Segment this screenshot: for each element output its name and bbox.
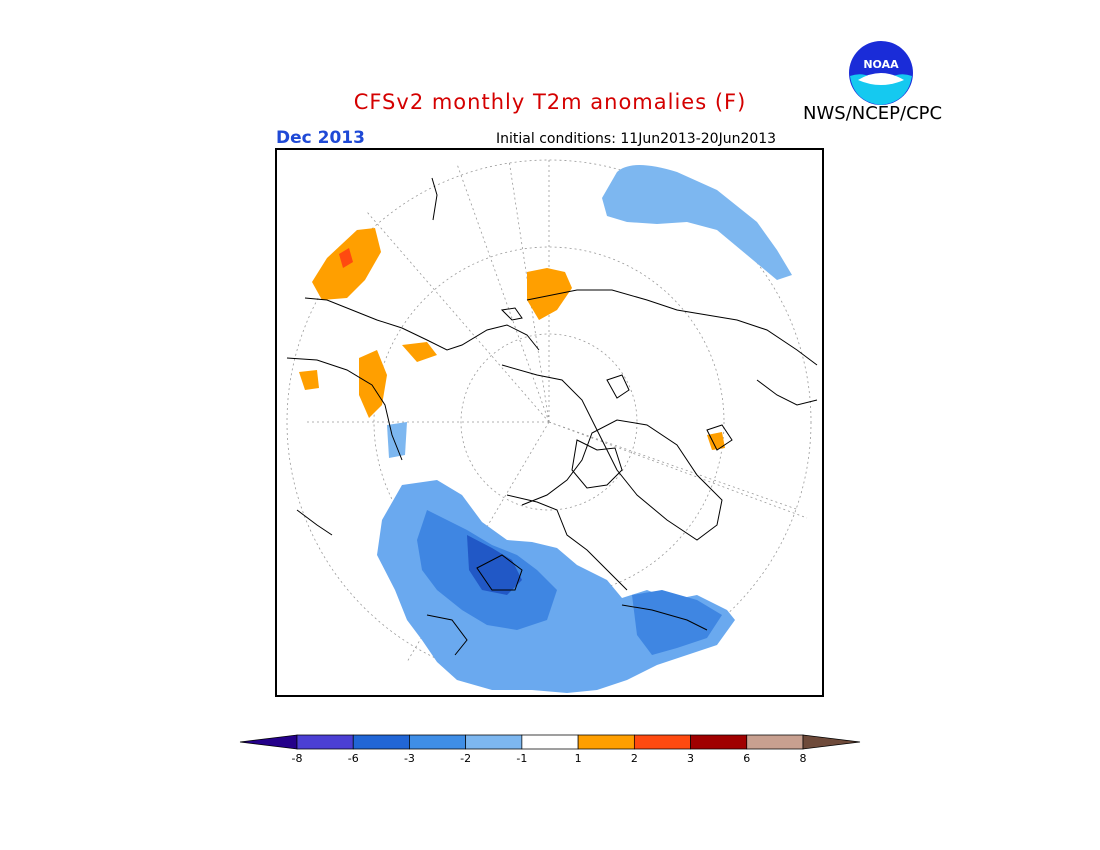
- forecast-month-label: Dec 2013: [276, 128, 365, 148]
- colorbar-bin: [746, 734, 804, 750]
- colorbar-tick-label: 6: [743, 752, 750, 765]
- logo-text: NOAA: [863, 58, 899, 71]
- cold-anomaly-greenland-east: [632, 590, 722, 655]
- colorbar-bin: [521, 734, 579, 750]
- colorbar-tick-label: -3: [404, 752, 415, 765]
- colorbar-bin: [633, 734, 691, 750]
- map-title: CFSv2 monthly T2m anomalies (F): [353, 90, 747, 114]
- colorbar-bin: [465, 734, 523, 750]
- warm-anomaly-small-1: [402, 342, 437, 362]
- colorbar-bin: [802, 734, 861, 750]
- colorbar-bin: [409, 734, 467, 750]
- warm-anomaly-small-3: [707, 432, 725, 450]
- colorbar-tick-label: 2: [631, 752, 638, 765]
- colorbar-bin: [352, 734, 410, 750]
- cold-anomaly-strong: [467, 535, 522, 595]
- cold-anomaly-siberia: [602, 165, 792, 280]
- colorbar-tick-label: 1: [575, 752, 582, 765]
- colorbar-bin: [296, 734, 354, 750]
- coastlines: [286, 177, 818, 656]
- colorbar-tick-label: -8: [292, 752, 303, 765]
- warm-anomaly-scandinavia: [527, 268, 572, 320]
- colorbar-tick-label: 3: [687, 752, 694, 765]
- colorbar-tick-label: -1: [516, 752, 527, 765]
- colorbar-tick-label: -2: [460, 752, 471, 765]
- colorbar-tick-label: -6: [348, 752, 359, 765]
- warm-anomaly-small-2: [299, 370, 319, 390]
- cold-anomaly-small-1: [387, 422, 407, 458]
- polar-map-panel: [275, 148, 824, 697]
- anomaly-shading: [299, 165, 792, 693]
- warm-anomaly-canada-west: [359, 350, 387, 418]
- colorbar-bin: [690, 734, 748, 750]
- colorbar-bin: [577, 734, 635, 750]
- strong-warm-alaska: [339, 248, 353, 268]
- agency-label: NWS/NCEP/CPC: [803, 103, 943, 124]
- polar-map: [286, 159, 818, 693]
- colorbar-bin: [239, 734, 298, 750]
- initial-conditions-label: Initial conditions: 11Jun2013-20Jun2013: [496, 131, 777, 147]
- colorbar-tick-label: 8: [800, 752, 807, 765]
- noaa-logo-icon: NOAA: [849, 41, 913, 105]
